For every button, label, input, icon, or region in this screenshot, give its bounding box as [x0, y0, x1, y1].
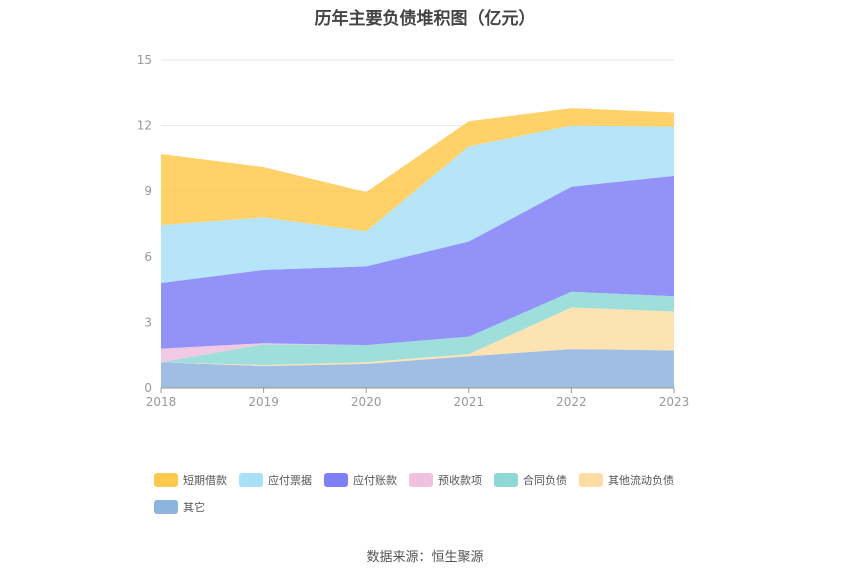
area-series-0	[161, 349, 674, 388]
legend-label: 其它	[183, 501, 205, 514]
area-series-1	[161, 307, 674, 367]
legend-swatch	[579, 473, 603, 487]
y-tick-label: 15	[137, 53, 152, 67]
legend-swatch	[494, 473, 518, 487]
legend-item[interactable]: 应付账款	[324, 473, 397, 487]
area-series-4	[161, 175, 674, 349]
legend-swatch	[154, 473, 178, 487]
x-tick-label: 2019	[248, 395, 279, 409]
legend-swatch	[154, 500, 178, 514]
legend-item[interactable]: 预收款项	[409, 473, 482, 487]
x-tick-label: 2022	[556, 395, 587, 409]
x-tick-label: 2021	[454, 395, 485, 409]
legend-item[interactable]: 合同负债	[494, 473, 567, 487]
x-tick-label: 2020	[351, 395, 382, 409]
legend-item[interactable]: 短期借款	[154, 473, 227, 487]
legend-label: 应付账款	[353, 474, 397, 487]
legend-label: 其他流动负债	[608, 474, 674, 487]
legend-label: 预收款项	[438, 474, 482, 487]
x-tick-label: 2018	[146, 395, 177, 409]
chart-title: 历年主要负债堆积图（亿元）	[314, 9, 536, 29]
y-tick-label: 9	[144, 184, 152, 198]
y-tick-label: 12	[137, 119, 152, 133]
legend-label: 短期借款	[183, 474, 227, 487]
x-tick-label: 2023	[659, 395, 690, 409]
legend-item[interactable]: 其它	[154, 500, 205, 514]
axes: 0 3 6 9 12 15 2018 2019 2020 2021 2022 2023	[137, 53, 690, 409]
legend-swatch	[239, 473, 263, 487]
area-series-6	[161, 108, 674, 232]
y-tick-label: 0	[144, 381, 152, 395]
area-series-2	[161, 291, 674, 365]
legend-swatch	[324, 473, 348, 487]
source-note: 数据来源：恒生聚源	[366, 550, 484, 565]
area-series-5	[161, 125, 674, 283]
legend-item[interactable]: 应付票据	[239, 473, 312, 487]
legend-label: 合同负债	[523, 474, 567, 487]
y-tick-label: 6	[144, 250, 152, 264]
y-tick-label: 3	[144, 315, 152, 329]
legend: 短期借款 应付票据 应付账款 预收款项 合同负债 其他流动负债其它	[154, 472, 734, 526]
legend-item[interactable]: 其他流动负债	[579, 473, 674, 487]
area-series	[161, 108, 674, 388]
legend-label: 应付票据	[268, 474, 312, 487]
legend-swatch	[409, 473, 433, 487]
